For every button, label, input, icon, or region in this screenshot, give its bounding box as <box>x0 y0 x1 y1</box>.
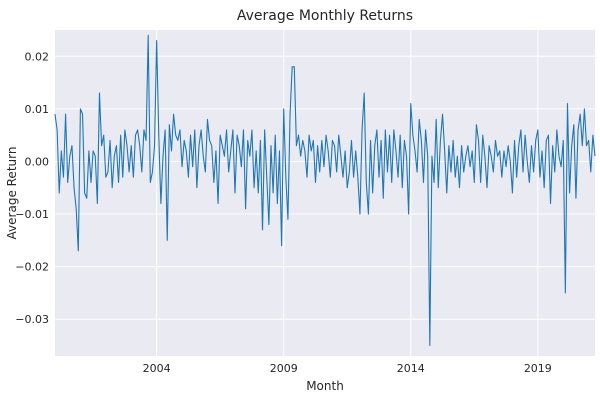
y-tick-label: −0.02 <box>15 261 49 274</box>
y-tick-label: 0.01 <box>25 103 50 116</box>
y-tick-label: 0.02 <box>25 50 50 63</box>
x-tick-label: 2009 <box>270 362 298 375</box>
y-axis-label: Average Return <box>5 147 19 240</box>
series-line <box>54 34 596 347</box>
y-tick-label: −0.03 <box>15 313 49 326</box>
x-tick-label: 2019 <box>524 362 552 375</box>
y-tick-label: 0.00 <box>25 155 50 168</box>
series-layer <box>54 34 596 347</box>
y-tick-label: −0.01 <box>15 208 49 221</box>
grid-lines <box>55 30 595 356</box>
plot-background <box>55 30 595 356</box>
x-axis-label: Month <box>306 379 344 393</box>
x-tick-label: 2004 <box>143 362 171 375</box>
tick-labels: 0.02 0.01 0.00 −0.01 −0.02 −0.03 2004 2009 2014 2… <box>15 50 552 375</box>
chart-title: Average Monthly Returns <box>237 8 413 24</box>
x-tick-label: 2014 <box>397 362 425 375</box>
